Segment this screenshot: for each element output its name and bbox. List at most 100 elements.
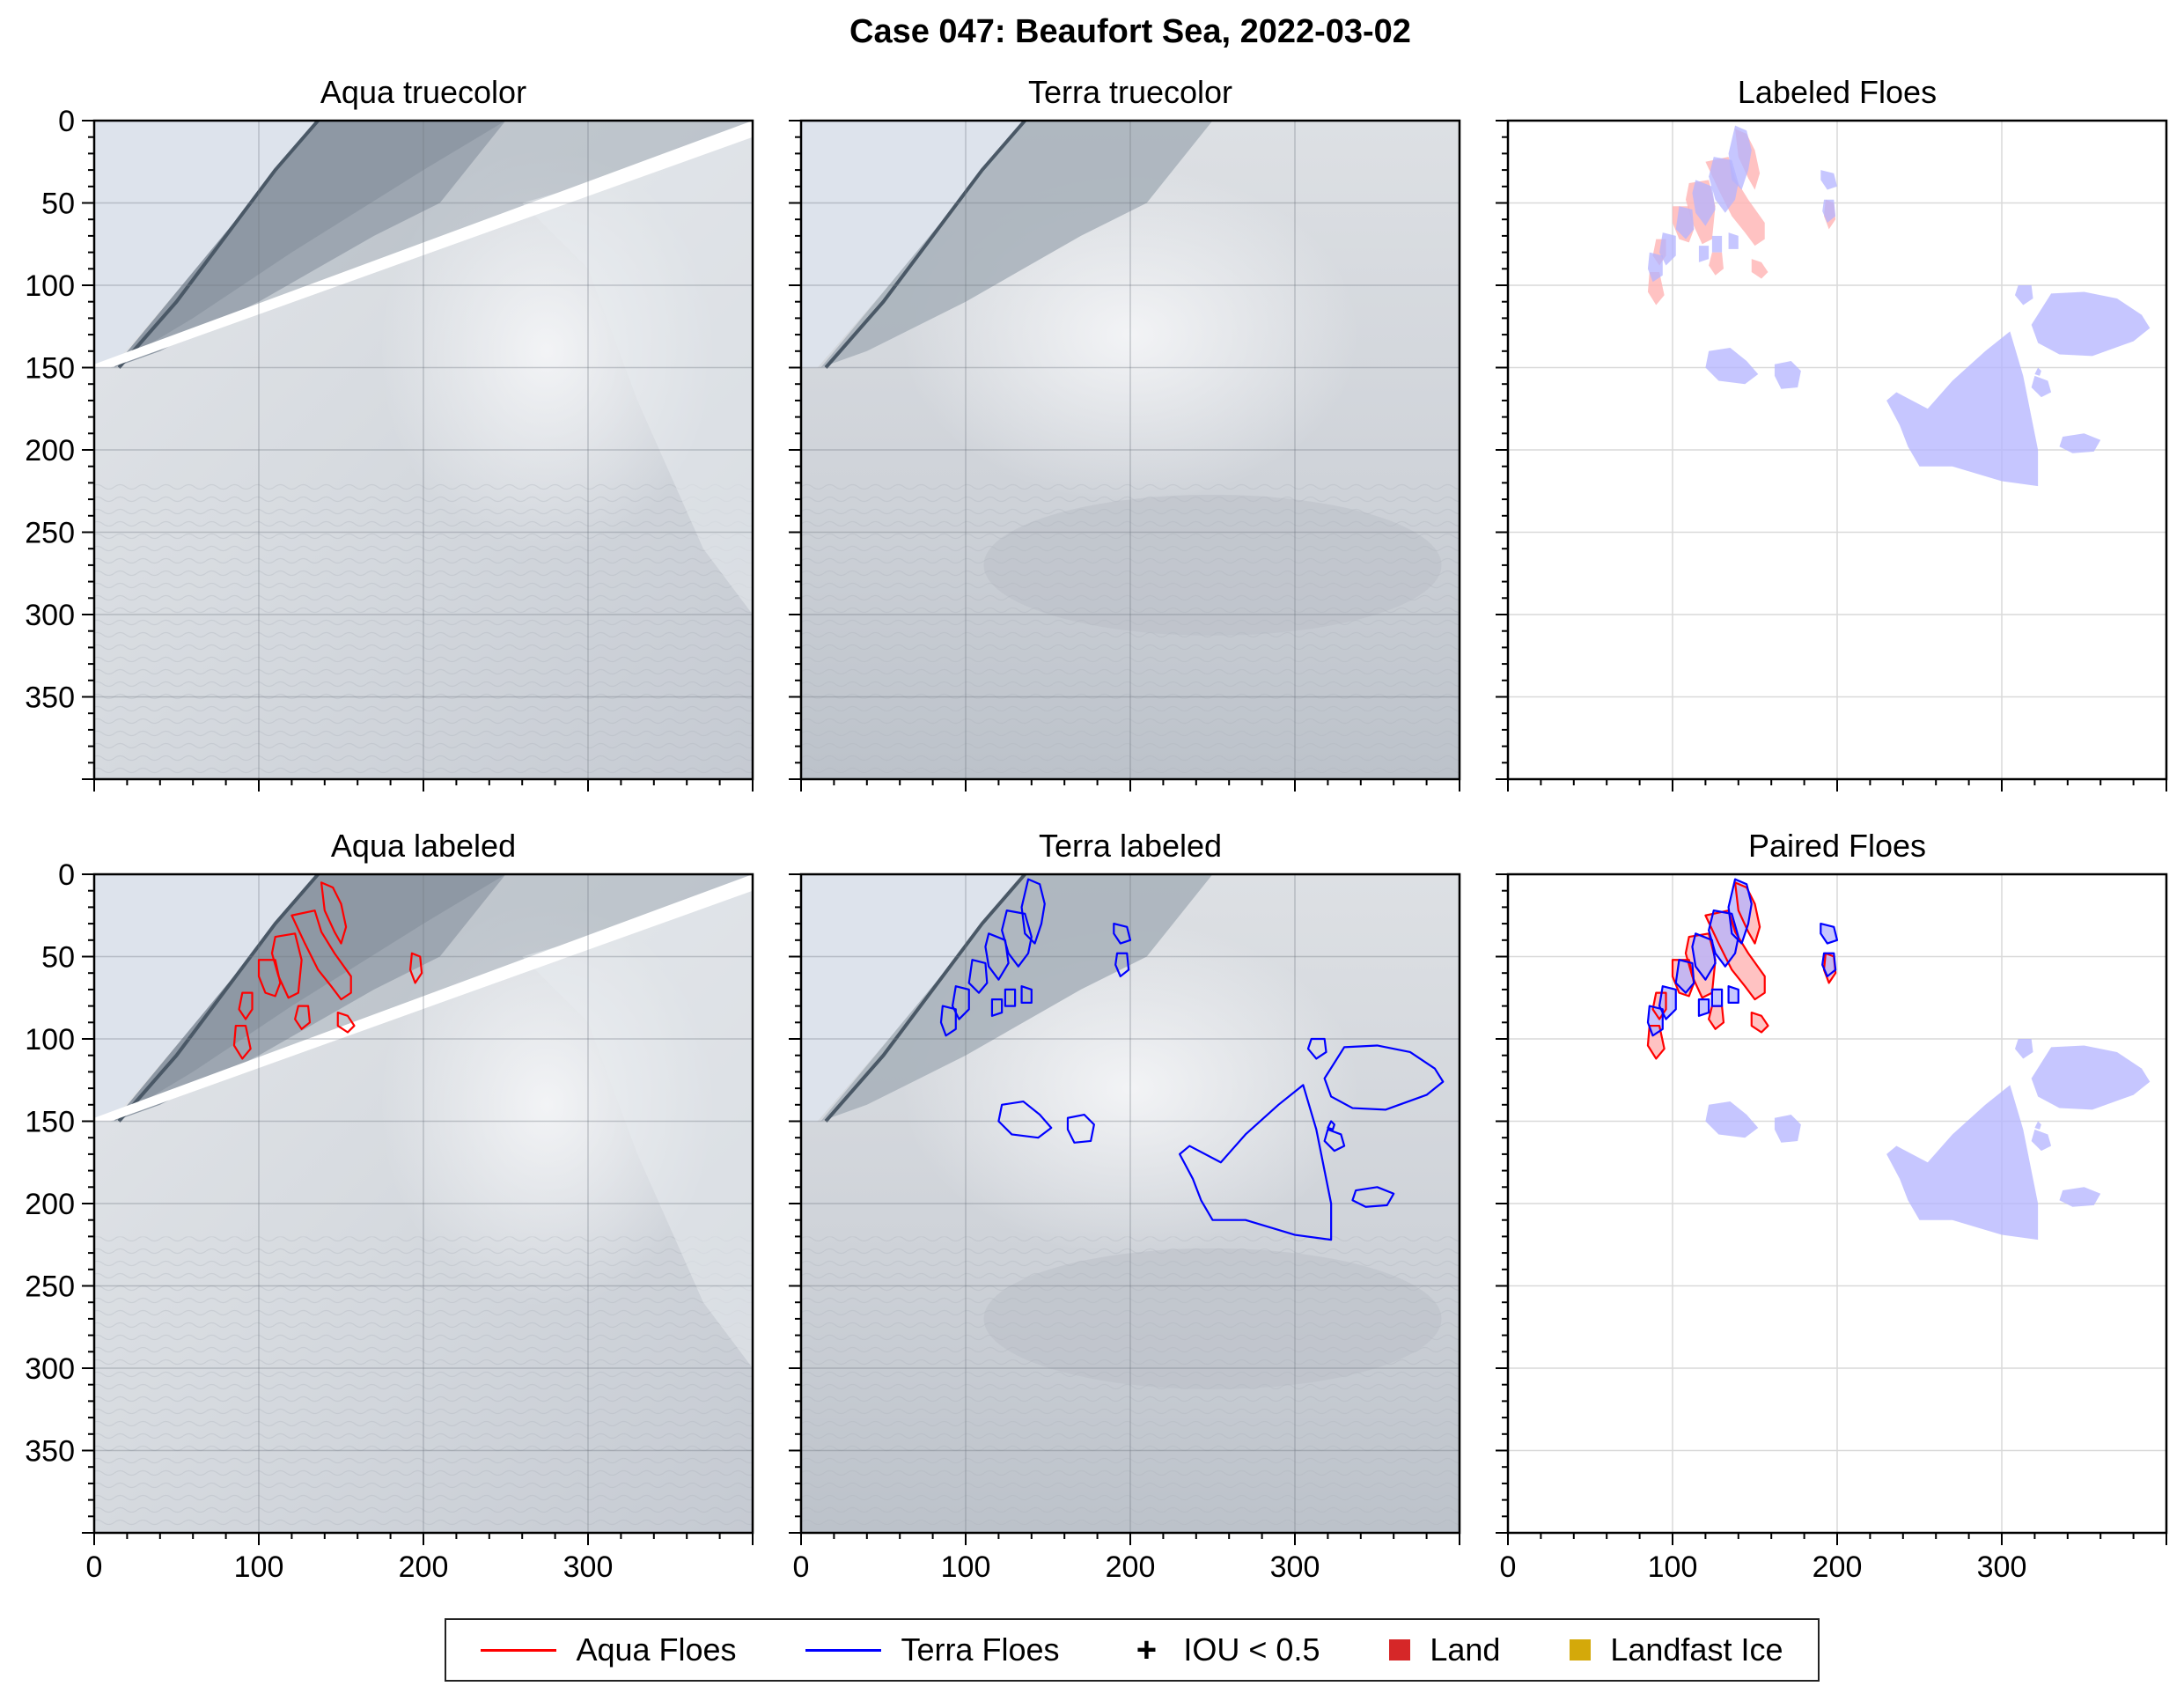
grid (94, 874, 753, 1533)
aqua-floe-outline (238, 991, 254, 1020)
y-tick-label: 350 (25, 1435, 75, 1469)
terra-floe-outline (951, 985, 970, 1020)
grid (1508, 121, 2166, 779)
grid (801, 874, 1460, 1533)
axis-ticks (82, 120, 754, 792)
terra-floe-outline (990, 998, 1004, 1017)
axis-ticks (82, 873, 754, 1545)
x-tick-label: 100 (234, 1550, 284, 1584)
x-tick-label: 200 (1106, 1550, 1156, 1584)
panel-image-0 (94, 121, 753, 779)
panel-title: Aqua truecolor (320, 74, 526, 110)
terra-floe-fill (1698, 999, 1710, 1016)
aqua-floe-outline (1671, 959, 1695, 998)
terra-floe-fill (2014, 285, 2033, 306)
terra-floe-fill (1709, 157, 1739, 213)
terra-floe-fill (2031, 375, 2052, 398)
y-tick-label: 100 (25, 269, 75, 303)
terra-floe-fill (2034, 367, 2041, 376)
x-tick-label: 300 (563, 1550, 614, 1584)
terra-floe-outline (1351, 1186, 1395, 1208)
panel-2: Labeled Floes (1496, 74, 2168, 792)
panel-title: Labeled Floes (1738, 74, 1937, 110)
y-tick-label: 0 (58, 105, 75, 138)
cloud-ripples (94, 482, 753, 779)
panel-1: Terra truecolor (789, 74, 1461, 792)
axis-ticks (789, 873, 1460, 1545)
aqua-floe-outline (270, 932, 303, 999)
terra-floe-outline (1727, 985, 1739, 1004)
terra-floe-outline (1691, 932, 1717, 981)
y-tick-label: 300 (25, 1352, 75, 1386)
y-tick-label: 250 (25, 1270, 75, 1304)
terra-floe-outline (1646, 1005, 1664, 1037)
x-tick-label: 200 (399, 1550, 449, 1584)
terra-floe-fill (2031, 291, 2151, 357)
terra-floe-fill (1774, 1115, 1801, 1143)
aqua-floe-fill (1647, 272, 1665, 306)
legend-label-aqua: Aqua Floes (576, 1631, 737, 1668)
x-tick-label: 0 (793, 1550, 810, 1584)
x-tick-label: 300 (1977, 1550, 2027, 1584)
x-tick-label: 100 (1648, 1550, 1698, 1584)
suptitle: Case 047: Beaufort Sea, 2022-03-02 (849, 13, 1411, 50)
swath-edge (94, 121, 753, 368)
legend-label-landfast: Landfast Ice (1610, 1631, 1783, 1668)
terra-floe-fill (1711, 235, 1723, 253)
legend-line-terra (805, 1648, 882, 1652)
terra-floe-outline (967, 959, 989, 994)
cloud-ripples (94, 1236, 753, 1533)
panel-0: Aqua truecolor 0 50 100 150 200 250 300 350 (25, 74, 754, 792)
terra-floe-outline (1658, 985, 1677, 1020)
aqua-floe-outline (1750, 1011, 1769, 1034)
cloud-right (522, 136, 753, 615)
terra-floe-outline (1178, 1084, 1333, 1241)
terra-floe-outline (1020, 878, 1046, 945)
panel-title: Aqua labeled (331, 828, 516, 864)
terra-floe-outline (1004, 988, 1017, 1007)
terra-floe-fill (1705, 348, 1759, 385)
terra-floe-outline (1066, 1113, 1095, 1144)
terra-floe-fill (1647, 252, 1663, 283)
legend-square-land (1389, 1639, 1411, 1660)
aqua-floe-outline (232, 1024, 252, 1060)
terra-floe-outline (1674, 959, 1695, 994)
legend-square-landfast (1570, 1639, 1592, 1660)
aqua-floe-outline (1684, 932, 1717, 999)
y-tick-label: 150 (25, 352, 75, 386)
panel-image-2 (1508, 121, 2166, 779)
cloud-right (522, 890, 753, 1368)
y-tick-label: 50 (41, 188, 75, 221)
y-tick-label: 200 (25, 1188, 75, 1221)
axis-ticks (1496, 873, 2167, 1545)
legend-label-terra: Terra Floes (901, 1631, 1060, 1668)
terra-floe-outline (1727, 878, 1753, 945)
terra-floe-fill (1692, 180, 1716, 226)
panel-image-1 (801, 121, 1460, 779)
x-tick-label: 0 (86, 1550, 103, 1584)
ice-edge (824, 874, 1026, 1123)
terra-floe-fill (1698, 246, 1710, 262)
legend-line-aqua (481, 1648, 557, 1652)
terra-floe-fill (1711, 989, 1723, 1006)
legend-item-aqua: Aqua Floes (481, 1631, 737, 1668)
y-tick-label: 200 (25, 434, 75, 468)
terra-floe-outline (984, 932, 1010, 981)
grid (94, 121, 753, 779)
terra-floe-outline (1323, 1128, 1346, 1152)
panel-5: Paired Floes 0 100 200 300 (1496, 828, 2168, 1584)
plus-icon: + (1136, 1631, 1158, 1669)
cloud-ripples (801, 1236, 1460, 1533)
swath-edge (94, 874, 753, 1122)
terra-floe-outline (1820, 922, 1839, 945)
aqua-floe-outline (294, 1005, 312, 1030)
panel-image-5 (1508, 874, 2166, 1533)
panel-title: Paired Floes (1748, 828, 1926, 864)
panel-3: Aqua labeled 0 100 200 300 0 50 100 150 200 250 300… (25, 828, 754, 1584)
terra-floe-fill (1774, 361, 1801, 389)
panel-title: Terra truecolor (1028, 74, 1232, 110)
terra-floe-fill (1692, 933, 1716, 980)
terra-floe-fill (1886, 1085, 2039, 1241)
ice-edge (117, 121, 320, 369)
x-tick-label: 200 (1813, 1550, 1863, 1584)
